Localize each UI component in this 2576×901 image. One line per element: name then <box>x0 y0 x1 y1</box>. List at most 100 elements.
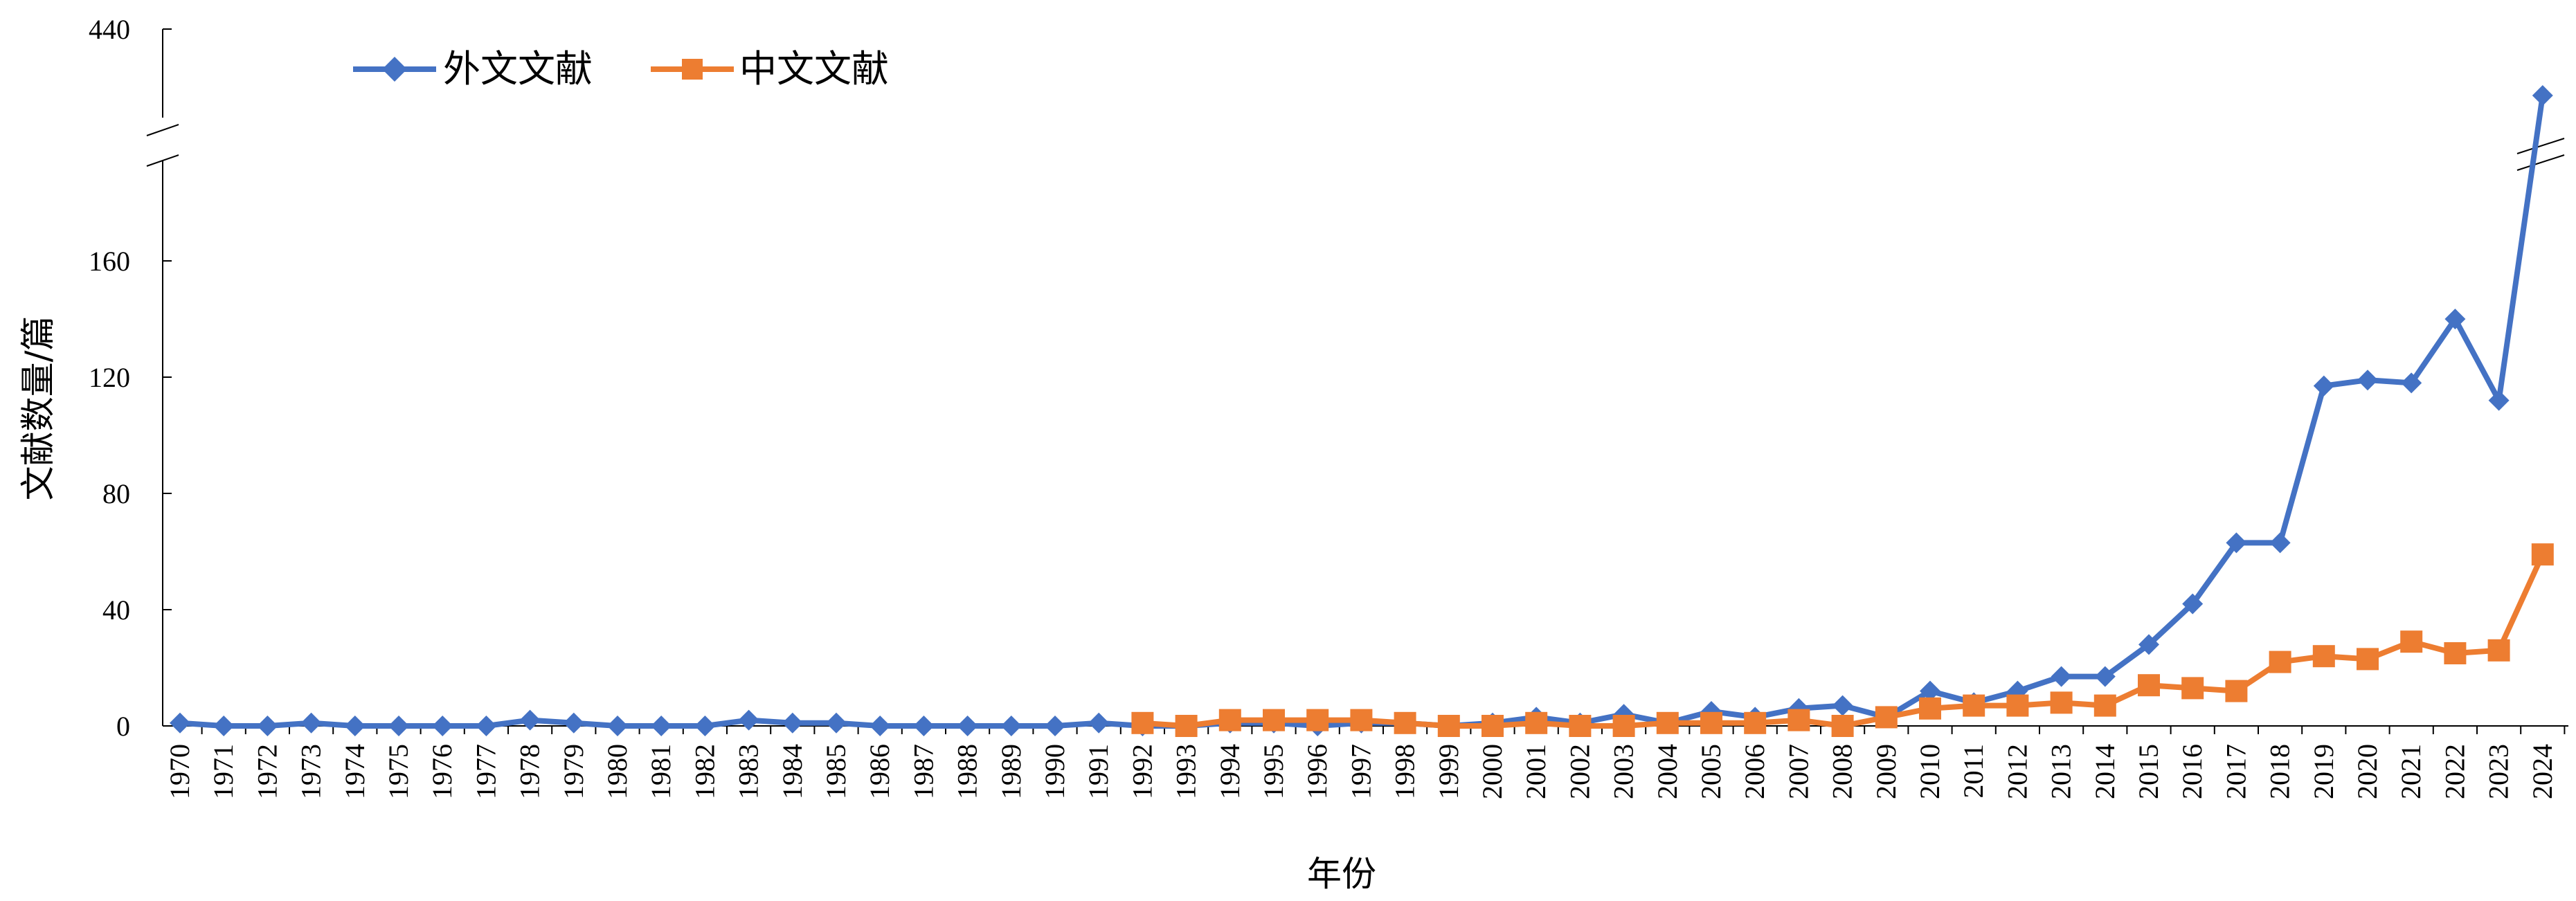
x-axis-label: 年份 <box>1307 854 1376 894</box>
x-tick-label: 2006 <box>1739 744 1770 799</box>
x-tick-label: 2019 <box>2308 744 2339 799</box>
x-tick-label: 1976 <box>426 744 458 799</box>
y-axis-break-mark-2 <box>146 154 179 167</box>
y-tick-label: 160 <box>89 246 130 277</box>
x-tick-label: 2016 <box>2177 744 2208 799</box>
data-point <box>651 716 672 736</box>
x-tick-label: 2012 <box>2001 744 2033 799</box>
data-point <box>2093 694 2116 717</box>
series-break-mark-1 <box>2516 138 2565 154</box>
data-point <box>826 712 847 734</box>
x-tick-label: 2002 <box>1564 744 1595 799</box>
data-point <box>1700 711 1722 734</box>
data-point <box>1788 698 1810 719</box>
x-tick-label: 1984 <box>777 744 808 799</box>
x-tick-label: 2011 <box>1958 744 1989 799</box>
data-point <box>1437 715 1460 737</box>
data-point <box>1000 716 1022 736</box>
y-tick-label: 80 <box>102 478 130 509</box>
data-point <box>1656 711 1679 734</box>
x-tick-label: 1977 <box>470 744 501 799</box>
y-tick-label: 120 <box>89 362 130 393</box>
x-tick-label: 1989 <box>996 744 1027 799</box>
data-point <box>1394 711 1416 734</box>
chart-axes <box>146 29 2568 727</box>
data-point <box>782 712 803 734</box>
y-axis-break-mark-1 <box>146 124 179 136</box>
data-point <box>1481 715 1504 737</box>
x-tick-label: 2024 <box>2527 744 2558 799</box>
series-layer <box>170 85 2554 737</box>
data-point <box>2050 691 2073 714</box>
x-tick-label: 1990 <box>1039 744 1070 799</box>
x-tick-label: 1997 <box>1345 744 1376 799</box>
x-tick-label: 2021 <box>2395 744 2426 799</box>
data-point <box>2051 666 2072 687</box>
x-tick-label: 1983 <box>733 744 764 799</box>
data-point <box>1131 711 1154 734</box>
data-point <box>2006 694 2029 717</box>
data-point <box>1218 709 1241 731</box>
data-point <box>1175 715 1198 737</box>
x-tick-label: 2023 <box>2483 744 2514 799</box>
x-tick-label: 1975 <box>383 744 414 799</box>
x-ticks: 1970 1971 1972 1973 1974 1975 1976 1977 1978 1979… <box>164 726 2566 799</box>
data-point <box>388 716 409 736</box>
x-tick-label: 2009 <box>1871 744 1902 799</box>
y-tick-label: 440 <box>89 14 130 45</box>
data-point <box>694 716 716 736</box>
data-point <box>1787 709 1810 731</box>
x-tick-label: 2022 <box>2439 744 2470 799</box>
data-point <box>2444 642 2467 664</box>
x-tick-label: 2001 <box>1520 744 1551 799</box>
data-point <box>1919 697 1941 720</box>
y-ticks: 0 40 80 120 160 440 <box>89 14 172 742</box>
x-tick-label: 1979 <box>558 744 589 799</box>
x-tick-label: 1987 <box>908 744 939 799</box>
x-tick-label: 1982 <box>689 744 720 799</box>
data-point <box>476 716 497 736</box>
series-line <box>179 95 2546 729</box>
x-tick-label: 2020 <box>2352 744 2383 799</box>
data-point <box>344 716 366 736</box>
x-tick-label: 2018 <box>2264 744 2296 799</box>
y-tick-label: 0 <box>116 711 130 742</box>
data-point <box>2488 390 2510 411</box>
data-point <box>2225 680 2248 702</box>
legend-item-chinese: 中文文献 <box>651 47 889 91</box>
x-tick-label: 1978 <box>514 744 546 799</box>
x-tick-label: 2007 <box>1783 744 1814 799</box>
x-tick-label: 1992 <box>1126 744 1158 799</box>
data-point <box>2401 372 2422 394</box>
data-point <box>2094 666 2116 687</box>
data-point <box>1920 680 1940 702</box>
x-tick-label: 1993 <box>1171 744 1202 799</box>
data-point <box>2357 648 2379 671</box>
data-point <box>300 712 322 734</box>
data-point <box>957 716 978 736</box>
x-tick-label: 1991 <box>1083 744 1114 799</box>
data-point <box>257 716 278 736</box>
data-point <box>1569 715 1592 737</box>
legend-label-chinese: 中文文献 <box>739 47 889 91</box>
data-point <box>2532 85 2553 106</box>
data-point <box>2400 630 2423 653</box>
y-axis-label: 文献数量/篇 <box>18 316 58 501</box>
x-tick-label: 2000 <box>1477 744 1508 799</box>
data-point <box>1525 711 1548 734</box>
data-point <box>1306 709 1329 731</box>
x-tick-label: 1985 <box>820 744 852 799</box>
legend-label-foreign: 外文文献 <box>443 47 593 91</box>
legend: 外文文献 中文文献 <box>353 47 889 91</box>
data-point <box>1744 711 1767 734</box>
y-tick-label: 40 <box>102 594 130 626</box>
data-point <box>563 712 584 734</box>
legend-marker-square <box>682 59 703 80</box>
x-tick-label: 1970 <box>164 744 195 799</box>
x-tick-label: 1999 <box>1433 744 1464 799</box>
x-tick-label: 1974 <box>339 744 370 799</box>
data-point <box>519 709 541 731</box>
data-point <box>607 716 628 736</box>
x-tick-label: 1980 <box>602 744 633 799</box>
